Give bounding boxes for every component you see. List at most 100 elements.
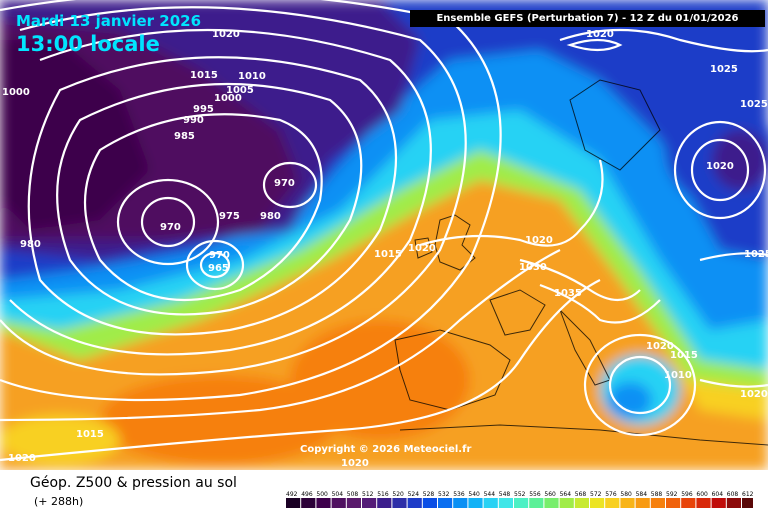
legend-tick-label: 596	[681, 491, 693, 498]
legend-tick-label: 556	[529, 491, 541, 498]
isobar-label: 1010	[238, 71, 266, 82]
legend-swatch	[605, 498, 620, 508]
legend-tick-label: 532	[438, 491, 450, 498]
isobars	[0, 0, 768, 460]
map-title: Géop. Z500 & pression au sol	[30, 475, 237, 491]
legend-swatch	[650, 498, 665, 508]
legend-tick-label: 568	[575, 491, 587, 498]
legend-tick-label: 536	[453, 491, 465, 498]
z500-pressure-map: 1020 1015 1010 1005 1000 995 990 985 970…	[0, 0, 768, 470]
isobar-label: 965	[208, 263, 229, 274]
isobar-label: 1020	[341, 458, 369, 469]
legend-swatch	[681, 498, 696, 508]
legend-swatch	[377, 498, 392, 508]
isobar-label: 1025	[744, 249, 768, 260]
isobar-label: 1020	[586, 29, 614, 40]
isobar-label: 1015	[670, 350, 698, 361]
isobar-label: 1015	[374, 249, 402, 260]
isobar-label: 1020	[8, 453, 36, 464]
legend-tick-label: 580	[620, 491, 632, 498]
legend-swatch	[711, 498, 726, 508]
legend-swatch	[331, 498, 346, 508]
legend-swatch	[529, 498, 544, 508]
isobar-label: 1000	[214, 93, 242, 104]
legend-tick-label: 524	[408, 491, 420, 498]
legend-swatch	[392, 498, 407, 508]
legend-tick-label: 516	[377, 491, 389, 498]
isobar-label: 1025	[740, 99, 768, 110]
forecast-lead-time: (+ 288h)	[34, 495, 84, 508]
coastlines	[394, 79, 768, 446]
isobar-label: 1020	[706, 161, 734, 172]
france-outline	[489, 289, 546, 336]
isobar-label: 1020	[408, 243, 436, 254]
legend-swatch	[346, 498, 361, 508]
isobar-label: 1020	[212, 29, 240, 40]
legend-swatch	[362, 498, 377, 508]
isobar-label: 995	[193, 104, 214, 115]
iberia-outline	[394, 329, 511, 411]
isobar-label: 1020	[740, 389, 768, 400]
legend-tick-label: 564	[560, 491, 572, 498]
legend-tick-label: 544	[484, 491, 496, 498]
isobar-label: 1015	[190, 70, 218, 81]
legend-swatch	[498, 498, 513, 508]
isobar-label: 1000	[2, 87, 30, 98]
legend-swatch	[438, 498, 453, 508]
legend-tick-label: 588	[651, 491, 663, 498]
legend-tick-label: 504	[332, 491, 344, 498]
isobar-label: 970	[209, 250, 230, 261]
isobar-label: 980	[260, 211, 281, 222]
legend-tick-label: 604	[712, 491, 724, 498]
legend-tick-label: 508	[347, 491, 359, 498]
legend-swatch	[316, 498, 331, 508]
legend-swatch	[559, 498, 574, 508]
legend-swatch	[514, 498, 529, 508]
legend-tick-label: 492	[286, 491, 298, 498]
legend-swatch	[453, 498, 468, 508]
legend-tick-label: 496	[301, 491, 313, 498]
legend-tick-label: 560	[544, 491, 556, 498]
legend-swatch	[301, 498, 316, 508]
forecast-local-time: 13:00 locale	[16, 32, 160, 56]
legend-swatch	[635, 498, 650, 508]
ireland-outline	[414, 237, 433, 259]
isobar-label: 1020	[646, 341, 674, 352]
legend-tick-label: 612	[742, 491, 753, 498]
legend-swatch	[590, 498, 605, 508]
isobar-label: 1010	[664, 370, 692, 381]
legend-swatch	[696, 498, 711, 508]
legend-swatch	[286, 498, 301, 508]
legend-swatch	[726, 498, 741, 508]
british-isles-outline	[434, 214, 476, 271]
legend-swatch	[544, 498, 559, 508]
isobar-label: 1035	[554, 288, 582, 299]
isobar-label: 1030	[519, 262, 547, 273]
isobar-label: 970	[274, 178, 295, 189]
legend-tick-label: 608	[727, 491, 739, 498]
legend-tick-label: 500	[316, 491, 328, 498]
legend-tick-label: 512	[362, 491, 374, 498]
legend-tick-label: 592	[666, 491, 678, 498]
copyright-notice: Copyright © 2026 Meteociel.fr	[300, 444, 472, 455]
legend-tick-label: 572	[590, 491, 602, 498]
isobar-label: 1025	[710, 64, 738, 75]
legend-swatch	[468, 498, 483, 508]
legend-tick-label: 552	[514, 491, 526, 498]
isobar-label: 980	[20, 239, 41, 250]
isobar-label: 1020	[525, 235, 553, 246]
isobar-label: 990	[183, 115, 204, 126]
legend-swatch	[483, 498, 498, 508]
legend-swatch	[742, 498, 753, 508]
isobar-label: 970	[160, 222, 181, 233]
isobar-label: 1005	[226, 85, 254, 96]
isobar-label: 1015	[76, 429, 104, 440]
italy-outline	[559, 309, 611, 386]
legend-swatch	[574, 498, 589, 508]
legend-tick-labels: 492 496 500 504 508 512 516 520 524 528 532 536 540 5…	[286, 491, 753, 498]
legend-tick-label: 528	[423, 491, 435, 498]
legend-tick-label: 576	[605, 491, 617, 498]
legend-swatch	[666, 498, 681, 508]
legend-tick-label: 584	[636, 491, 648, 498]
